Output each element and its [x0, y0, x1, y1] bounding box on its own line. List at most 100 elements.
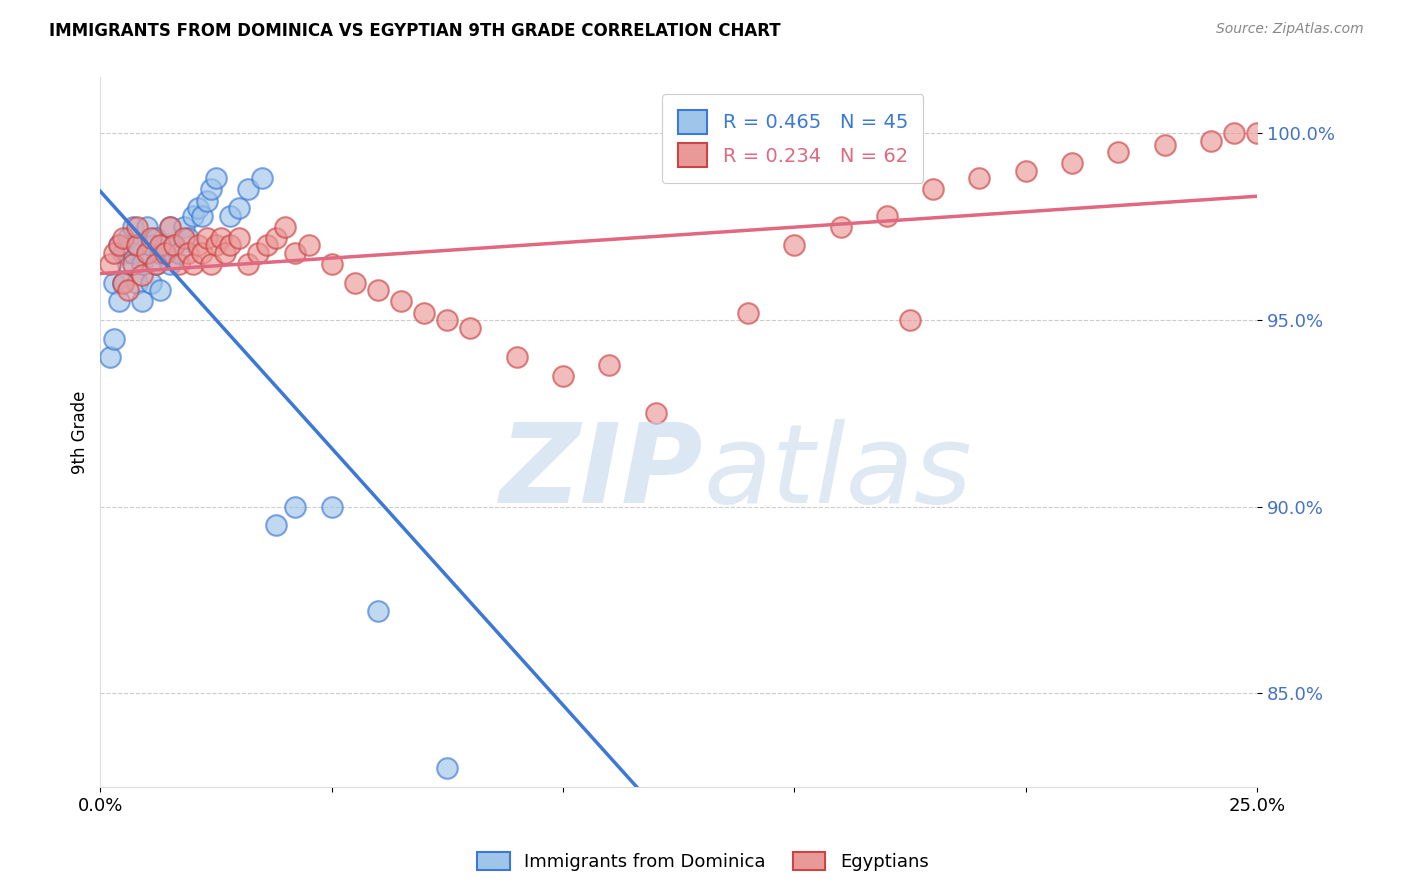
Point	[737, 306, 759, 320]
Point	[149, 283, 172, 297]
Point	[112, 276, 135, 290]
Point	[876, 209, 898, 223]
Y-axis label: 9th Grade: 9th Grade	[72, 391, 89, 474]
Point	[264, 518, 287, 533]
Point	[343, 276, 366, 290]
Point	[898, 313, 921, 327]
Point	[1015, 163, 1038, 178]
Point	[108, 294, 131, 309]
Point	[159, 257, 181, 271]
Point	[135, 246, 157, 260]
Point	[159, 219, 181, 234]
Point	[177, 246, 200, 260]
Point	[153, 246, 176, 260]
Point	[264, 231, 287, 245]
Point	[163, 238, 186, 252]
Text: ZIP: ZIP	[499, 419, 703, 526]
Point	[127, 219, 149, 234]
Point	[830, 219, 852, 234]
Point	[1246, 127, 1268, 141]
Point	[98, 351, 121, 365]
Point	[274, 219, 297, 234]
Point	[200, 257, 222, 271]
Point	[121, 219, 143, 234]
Point	[228, 201, 250, 215]
Point	[173, 231, 195, 245]
Point	[367, 604, 389, 618]
Point	[141, 238, 163, 252]
Point	[112, 246, 135, 260]
Point	[127, 238, 149, 252]
Point	[131, 257, 153, 271]
Point	[436, 313, 458, 327]
Point	[284, 500, 307, 514]
Text: atlas: atlas	[703, 419, 972, 526]
Point	[149, 246, 172, 260]
Point	[598, 358, 620, 372]
Point	[145, 257, 167, 271]
Point	[922, 182, 945, 196]
Point	[367, 283, 389, 297]
Point	[108, 238, 131, 252]
Point	[200, 182, 222, 196]
Point	[1199, 134, 1222, 148]
Point	[98, 257, 121, 271]
Point	[644, 407, 666, 421]
Point	[153, 238, 176, 252]
Point	[121, 246, 143, 260]
Point	[506, 351, 529, 365]
Point	[145, 231, 167, 245]
Point	[135, 219, 157, 234]
Point	[551, 369, 574, 384]
Point	[297, 238, 319, 252]
Point	[159, 219, 181, 234]
Point	[149, 238, 172, 252]
Point	[167, 257, 190, 271]
Point	[173, 219, 195, 234]
Point	[256, 238, 278, 252]
Point	[191, 209, 214, 223]
Point	[103, 276, 125, 290]
Point	[181, 209, 204, 223]
Point	[103, 332, 125, 346]
Point	[181, 257, 204, 271]
Point	[436, 761, 458, 775]
Point	[117, 257, 139, 271]
Point	[121, 257, 143, 271]
Point	[1223, 127, 1246, 141]
Point	[214, 246, 236, 260]
Point	[321, 257, 343, 271]
Point	[131, 294, 153, 309]
Point	[969, 171, 991, 186]
Point	[783, 238, 806, 252]
Point	[163, 238, 186, 252]
Point	[228, 231, 250, 245]
Point	[321, 500, 343, 514]
Point	[127, 276, 149, 290]
Point	[1060, 156, 1083, 170]
Point	[186, 238, 208, 252]
Text: Source: ZipAtlas.com: Source: ZipAtlas.com	[1216, 22, 1364, 37]
Point	[135, 246, 157, 260]
Point	[131, 268, 153, 283]
Point	[112, 276, 135, 290]
Point	[389, 294, 412, 309]
Point	[460, 320, 482, 334]
Point	[413, 306, 436, 320]
Point	[252, 171, 274, 186]
Point	[219, 209, 242, 223]
Point	[191, 246, 214, 260]
Point	[167, 246, 190, 260]
Point	[246, 246, 269, 260]
Point	[141, 231, 163, 245]
Point	[141, 276, 163, 290]
Point	[284, 246, 307, 260]
Point	[177, 231, 200, 245]
Point	[238, 182, 260, 196]
Point	[195, 231, 218, 245]
Point	[112, 231, 135, 245]
Point	[1153, 137, 1175, 152]
Point	[238, 257, 260, 271]
Point	[195, 194, 218, 208]
Point	[108, 238, 131, 252]
